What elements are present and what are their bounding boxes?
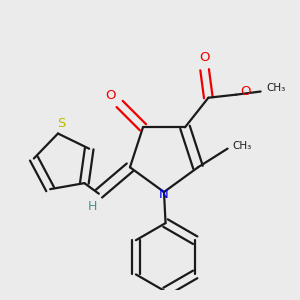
Text: S: S [58,117,66,130]
Text: O: O [200,51,210,64]
Text: N: N [159,188,169,201]
Text: H: H [88,200,97,213]
Text: CH₃: CH₃ [232,140,251,151]
Text: O: O [240,85,250,98]
Text: CH₃: CH₃ [266,83,286,93]
Text: O: O [106,89,116,102]
